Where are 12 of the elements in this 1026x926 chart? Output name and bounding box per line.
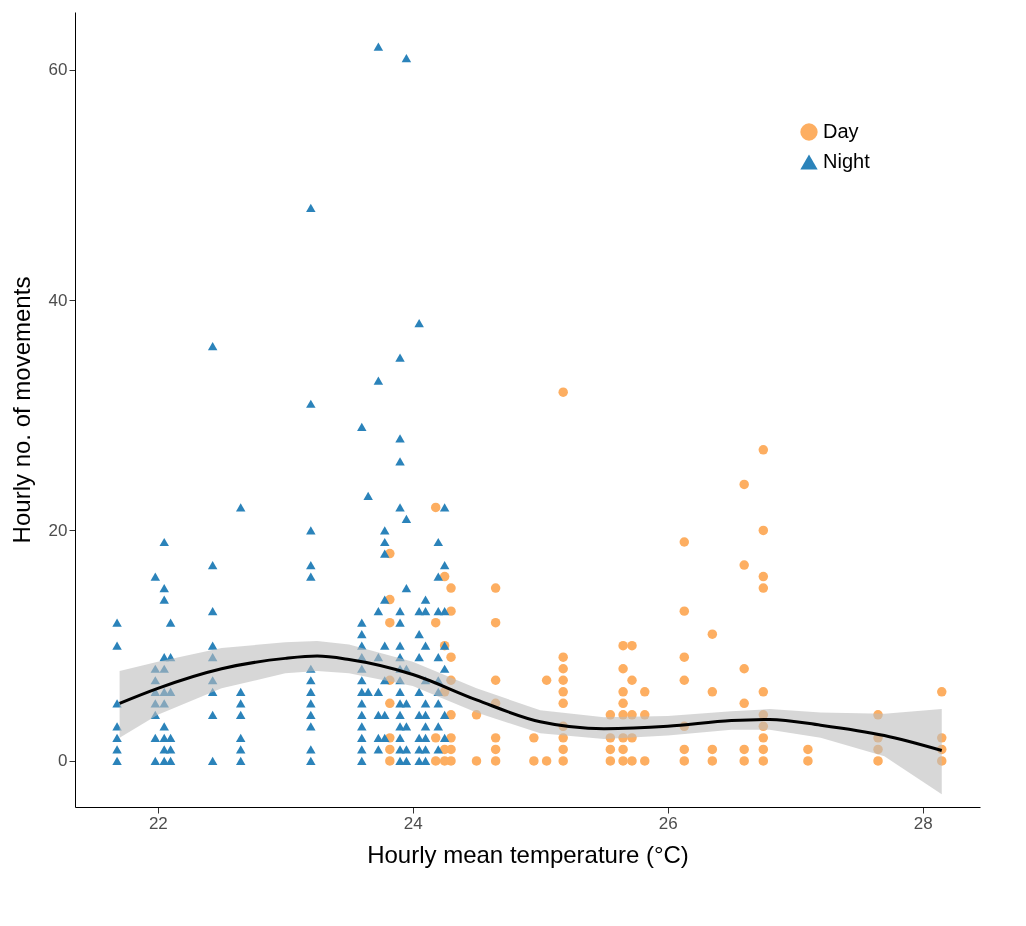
- x-tick-label: 28: [913, 813, 933, 833]
- x-tick-label: 22: [148, 813, 168, 833]
- legend-label: Day: [823, 120, 859, 142]
- y-axis-title: Hourly no. of movements: [7, 276, 35, 544]
- x-tick-label: 26: [658, 813, 678, 833]
- x-axis-title: Hourly mean temperature (°C): [367, 840, 689, 868]
- legend-label: Night: [823, 150, 871, 172]
- y-tick-label: 60: [48, 60, 68, 80]
- y-tick-label: 40: [48, 290, 68, 310]
- y-tick-label: 0: [58, 751, 68, 771]
- x-tick-label: 24: [403, 813, 423, 833]
- y-tick-label: 20: [48, 520, 68, 540]
